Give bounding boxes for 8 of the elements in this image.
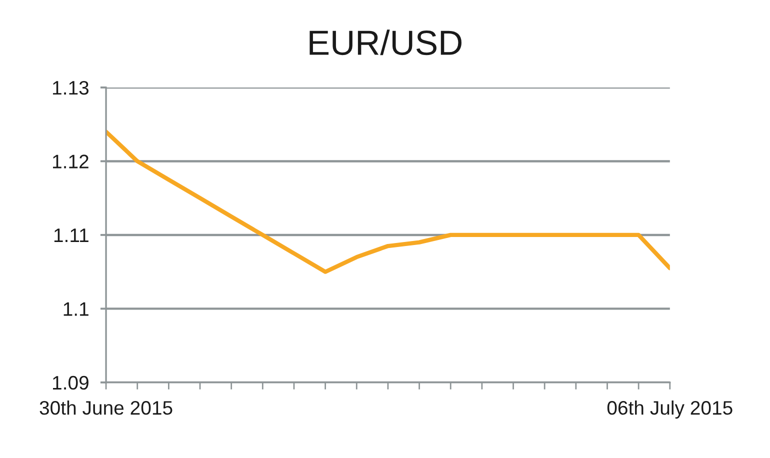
chart-title: EUR/USD bbox=[310, 30, 462, 56]
x-tick-label: 30th June 2015 bbox=[40, 400, 172, 415]
y-tick-label: 1.1 bbox=[64, 302, 88, 316]
x-tick-label: 06th July 2015 bbox=[607, 400, 732, 419]
y-tick-label: 1.11 bbox=[54, 228, 88, 242]
y-tick-label: 1.13 bbox=[53, 80, 89, 95]
y-tick-label: 1.12 bbox=[53, 154, 88, 168]
y-tick-label: 1.09 bbox=[53, 376, 88, 390]
